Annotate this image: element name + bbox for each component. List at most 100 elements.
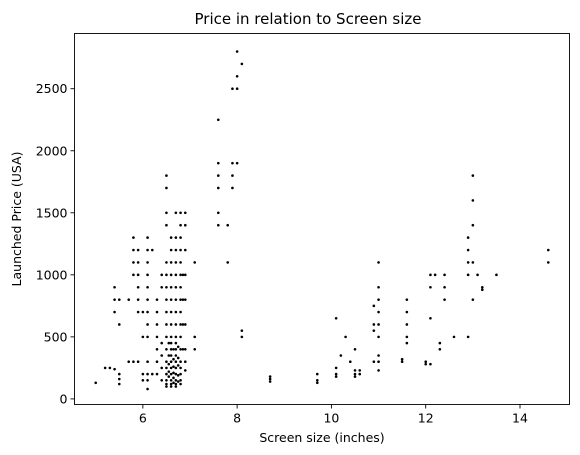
data-point: [231, 161, 234, 165]
plot-frame: [74, 33, 570, 405]
data-point: [174, 341, 178, 345]
data-point: [165, 174, 168, 177]
data-point: [231, 174, 234, 177]
data-point: [179, 347, 182, 351]
data-point: [169, 236, 173, 239]
data-point: [117, 372, 121, 376]
data-point: [113, 298, 116, 301]
data-point: [174, 261, 178, 264]
data-point: [155, 372, 159, 376]
data-point: [193, 261, 197, 264]
data-point: [169, 273, 173, 277]
data-point: [174, 236, 178, 239]
data-point: [113, 310, 116, 314]
data-point: [165, 298, 168, 301]
data-point: [174, 211, 178, 215]
data-point: [429, 362, 432, 366]
data-point: [466, 273, 470, 277]
data-point: [169, 347, 173, 351]
data-point: [174, 298, 178, 301]
data-point: [315, 372, 319, 376]
data-point: [169, 335, 173, 339]
data-point: [176, 380, 180, 383]
data-point: [146, 236, 149, 239]
data-point: [546, 261, 550, 264]
data-point: [179, 335, 182, 339]
data-point: [146, 285, 149, 289]
data-point: [183, 347, 187, 351]
data-point: [136, 298, 140, 301]
data-point: [146, 323, 149, 326]
data-point: [240, 329, 244, 332]
data-point: [132, 248, 135, 252]
data-point: [179, 223, 182, 227]
data-point: [174, 248, 178, 252]
data-point: [480, 285, 484, 289]
data-point: [377, 261, 380, 264]
data-point: [174, 366, 178, 370]
data-point: [181, 273, 185, 277]
data-point: [174, 354, 178, 357]
data-point: [438, 347, 442, 351]
data-point: [183, 360, 187, 363]
data-point: [174, 323, 178, 326]
data-point: [216, 174, 220, 177]
data-point: [146, 298, 149, 301]
data-point: [167, 362, 171, 366]
data-point: [179, 372, 182, 376]
data-point: [146, 372, 149, 376]
data-point: [179, 366, 182, 370]
data-point: [377, 354, 380, 357]
data-point: [268, 377, 272, 381]
data-point: [165, 186, 168, 190]
data-point: [179, 298, 182, 301]
x-axis-label: Screen size (inches): [259, 430, 384, 445]
data-point: [117, 323, 121, 326]
data-point: [103, 366, 107, 370]
data-point: [240, 62, 244, 66]
x-tick-label: 8: [233, 411, 241, 426]
data-point: [174, 347, 178, 351]
data-point: [165, 261, 168, 264]
data-point: [377, 298, 380, 301]
data-point: [174, 310, 178, 314]
data-point: [443, 273, 446, 277]
data-point: [443, 298, 446, 301]
data-point: [174, 273, 178, 277]
data-point: [226, 223, 230, 227]
y-tick-label: 1500: [36, 205, 68, 220]
data-point: [146, 379, 149, 382]
data-point: [424, 360, 428, 363]
data-point: [480, 288, 484, 292]
data-point: [353, 369, 357, 372]
data-point: [183, 223, 187, 227]
data-point: [169, 385, 173, 388]
data-point: [400, 360, 404, 363]
data-point: [167, 341, 171, 345]
data-point: [216, 223, 220, 227]
data-point: [405, 310, 409, 314]
data-point: [405, 298, 409, 301]
data-point: [181, 347, 185, 351]
data-point: [169, 248, 173, 252]
data-point: [405, 323, 409, 326]
x-tick-label: 12: [418, 411, 434, 426]
data-point: [193, 347, 197, 351]
data-point: [216, 211, 220, 215]
data-point: [176, 356, 180, 360]
data-point: [377, 285, 380, 289]
data-point: [193, 335, 197, 339]
data-point: [136, 360, 140, 363]
data-point: [179, 379, 182, 382]
data-point: [235, 161, 239, 165]
data-point: [160, 341, 164, 345]
chart-title: Price in relation to Screen size: [195, 10, 422, 28]
data-point: [183, 298, 187, 301]
y-tick-label: 500: [44, 329, 68, 344]
x-axis: 6 8 10 12 14: [139, 404, 528, 426]
data-point: [179, 261, 182, 264]
data-point: [429, 316, 432, 320]
data-point: [235, 75, 239, 78]
data-point: [315, 381, 319, 385]
data-point: [235, 50, 239, 53]
